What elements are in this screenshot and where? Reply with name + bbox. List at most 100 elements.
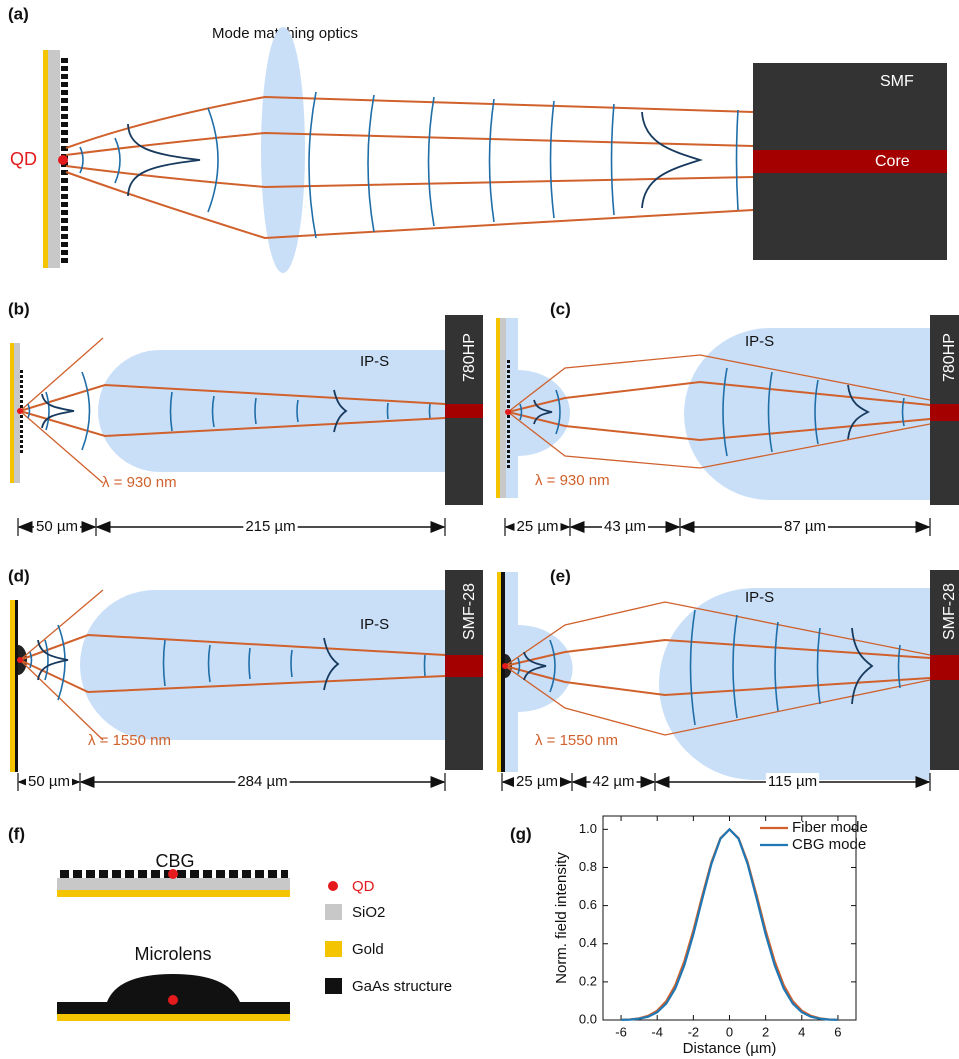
ray [66,133,753,155]
x-tick-label: -6 [615,1024,627,1039]
gold-layer [57,1014,290,1021]
legend-label: Gold [352,941,384,958]
y-axis-label: Norm. field intensity [553,852,570,984]
gold-layer [497,572,501,772]
qd [58,155,68,165]
gold-layer [10,600,15,772]
ip-s-structure [659,588,930,780]
gaas-layer [501,572,505,772]
mode-profile [128,124,200,196]
wavefront [80,147,83,173]
gold-layer [57,890,290,897]
material-label: IP-S [360,353,389,370]
qd [168,869,178,879]
x-tick-label: -2 [688,1024,700,1039]
x-tick-label: 0 [726,1024,733,1039]
wavefront [208,108,218,212]
wavefront [429,97,435,226]
fiber-core [930,655,959,680]
fiber-core [753,150,947,173]
x-tick-label: -4 [651,1024,663,1039]
wavelength-label: λ = 1550 nm [88,732,171,749]
panel-label: (b) [8,299,30,318]
wavefront [28,372,90,450]
core-label: Core [875,153,910,170]
ip-s-structure [684,328,930,500]
legend-swatch [325,904,342,920]
microlens-label: Microlens [134,944,211,964]
dimension-label: 115 µm [768,773,817,790]
dimension-label: 43 µm [604,518,646,535]
sio2-layer [500,318,506,498]
dimension-label: 50 µm [28,773,70,790]
gold-layer [496,318,500,498]
x-tick-label: 2 [762,1024,769,1039]
legend-label: GaAs structure [352,978,452,995]
qd [505,409,511,415]
qd [168,995,178,1005]
wavefront [737,110,739,210]
ip-s-structure [98,350,445,472]
cbg-label: CBG [155,851,194,871]
x-tick-label: 6 [834,1024,841,1039]
wavefront [551,101,555,218]
x-tick-label: 4 [798,1024,805,1039]
panel-label: (c) [550,299,571,318]
gold-layer [43,50,48,268]
series-line [621,829,838,1019]
ray [66,172,753,238]
fiber-label: 780HP [461,333,478,382]
qd [17,657,23,663]
legend-label: QD [352,878,375,895]
dimension-label: 50 µm [36,518,78,535]
material-label: IP-S [360,616,389,633]
y-tick-label: 0.4 [579,935,597,950]
dimension-label: 25 µm [516,773,558,790]
wavefront [490,99,495,222]
legend-swatch [325,978,342,994]
wavefront [309,92,316,238]
ray [66,97,753,148]
series-line [621,829,838,1019]
legend-label: Fiber mode [792,819,868,836]
mode-profile [642,112,700,208]
wavelength-label: λ = 1550 nm [535,732,618,749]
microlens [57,974,290,1014]
qd [17,408,23,414]
panel-label: (a) [8,4,29,23]
y-tick-label: 0.8 [579,859,597,874]
fiber-label: SMF-28 [941,583,958,640]
ip-s-lens [518,370,570,456]
fiber-label: SMF [880,73,914,90]
wavelength-label: λ = 930 nm [102,474,177,491]
qd [502,663,508,669]
fiber-core [445,404,483,418]
sio2-layer [57,878,290,890]
panel-label: (e) [550,566,571,585]
dimension-label: 215 µm [245,518,295,535]
fiber-core [930,404,959,421]
wavelength-label: λ = 930 nm [535,472,610,489]
dimension-label: 25 µm [517,518,559,535]
material-label: IP-S [745,589,774,606]
dimension-label: 284 µm [237,773,287,790]
wavefront [368,95,374,232]
qd-label: QD [10,149,37,169]
fiber-label: 780HP [941,333,958,382]
ray [20,338,103,483]
y-tick-label: 1.0 [579,821,597,836]
y-tick-label: 0.0 [579,1011,597,1026]
fiber-label: SMF-28 [461,583,478,640]
panel-label: (f) [8,824,25,843]
legend-label: CBG mode [792,836,866,853]
ray [66,166,753,187]
y-tick-label: 0.6 [579,897,597,912]
legend-swatch [328,881,338,891]
ip-s-structure [80,590,445,740]
legend-label: SiO2 [352,904,385,921]
panel-label: (g) [510,824,532,843]
panel-label: (d) [8,566,30,585]
dimension-label: 87 µm [784,518,826,535]
wavefront [612,104,615,215]
figure: (a) Mode matching optics SMF Core QD (b)… [0,0,959,1059]
